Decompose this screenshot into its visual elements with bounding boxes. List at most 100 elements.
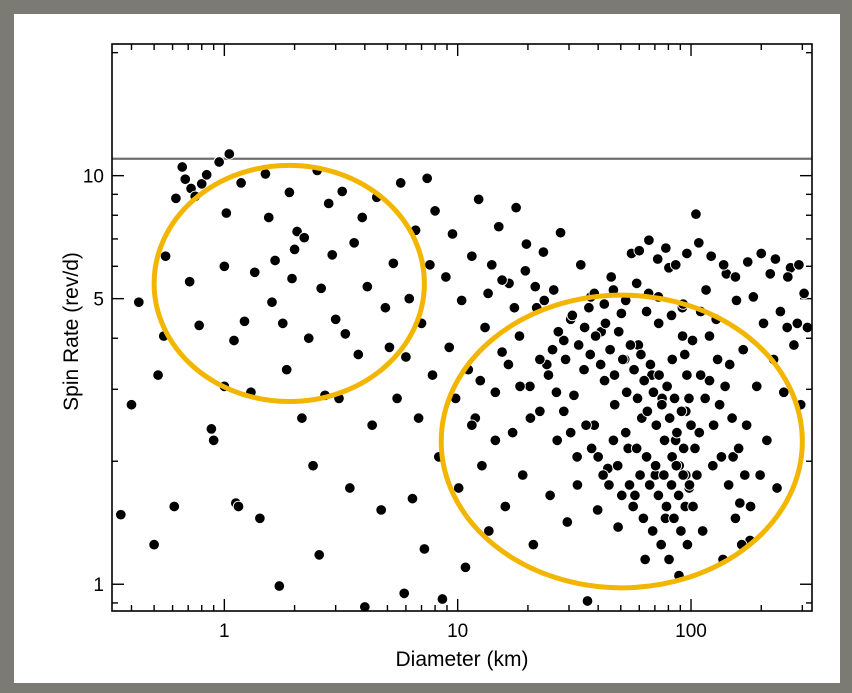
data-point (520, 238, 533, 250)
data-point (550, 386, 563, 399)
data-point (663, 553, 675, 566)
data-point (703, 330, 716, 342)
data-point (675, 525, 687, 537)
data-point (452, 482, 465, 494)
data-point (788, 339, 800, 351)
data-point (168, 500, 181, 513)
data-point (133, 296, 145, 308)
data-point (220, 207, 233, 219)
data-point (263, 211, 275, 224)
data-point (628, 363, 640, 376)
data-point (634, 469, 646, 481)
data-point (737, 343, 749, 356)
data-point (280, 363, 293, 376)
data-point (611, 459, 624, 472)
data-point (774, 305, 787, 318)
data-point (630, 442, 643, 455)
y-axis-title: Spin Rate (rev/d) (60, 252, 83, 411)
data-point (661, 380, 673, 393)
data-point (685, 419, 697, 431)
data-point (798, 287, 810, 300)
data-point (747, 291, 760, 303)
data-point (269, 254, 281, 267)
data-point (266, 296, 278, 308)
data-point (617, 353, 629, 366)
data-point (683, 479, 696, 491)
data-point (564, 426, 577, 439)
data-point (591, 504, 604, 516)
data-point (571, 451, 583, 463)
data-point (584, 348, 597, 361)
data-point (249, 266, 261, 279)
data-point (658, 434, 671, 447)
data-point (640, 305, 653, 318)
data-point (398, 587, 410, 600)
data-point (254, 512, 266, 525)
data-point (575, 259, 587, 271)
plot-area-border (111, 43, 813, 612)
data-point (658, 469, 670, 481)
data-point (446, 228, 459, 240)
axis-ticks (112, 44, 812, 611)
data-point (585, 442, 598, 455)
data-point (644, 358, 657, 371)
data-point (608, 369, 621, 381)
data-point (646, 525, 659, 537)
data-point (524, 380, 536, 393)
data-point (218, 260, 231, 273)
data-point (179, 173, 192, 185)
data-point (769, 253, 782, 265)
data-point (483, 525, 495, 537)
data-point (375, 504, 387, 516)
data-point (722, 479, 735, 491)
data-point (623, 479, 636, 491)
data-point (581, 595, 594, 607)
data-point (732, 442, 745, 455)
highlight-ellipses (151, 162, 805, 591)
data-point (641, 405, 654, 418)
data-point (580, 419, 592, 431)
data-point (302, 332, 315, 344)
data-point (603, 479, 615, 491)
x-tick-label: 100 (675, 621, 707, 642)
data-point (412, 412, 425, 424)
data-point (213, 156, 225, 168)
data-point (764, 268, 777, 280)
data-point (647, 386, 660, 399)
data-point (339, 328, 352, 340)
data-point (734, 497, 746, 509)
data-point (729, 512, 742, 525)
data-point (544, 489, 556, 502)
data-point (524, 412, 537, 424)
data-point (379, 302, 392, 314)
data-point (650, 419, 663, 431)
data-point (486, 259, 498, 271)
data-point (571, 479, 584, 491)
data-point (288, 243, 301, 256)
data-point (699, 392, 711, 405)
data-point (424, 259, 436, 271)
data-point (159, 250, 172, 262)
data-point (400, 351, 412, 363)
data-point (668, 512, 680, 525)
data-point (170, 192, 182, 205)
data-point (727, 451, 739, 463)
data-point (782, 271, 794, 283)
data-point (629, 489, 641, 502)
data-point (538, 294, 551, 307)
data-point (681, 369, 693, 381)
data-point (418, 543, 431, 555)
highlight-ellipse-1 (151, 162, 427, 405)
data-point (612, 325, 625, 338)
data-point (273, 580, 286, 592)
data-point (604, 343, 616, 356)
data-point (125, 398, 138, 411)
data-point (534, 353, 546, 366)
data-point (619, 426, 632, 439)
data-point (496, 274, 508, 286)
data-point (516, 469, 529, 481)
data-point (653, 369, 665, 381)
data-point (499, 500, 512, 513)
data-point (534, 405, 546, 418)
data-point (741, 256, 754, 268)
